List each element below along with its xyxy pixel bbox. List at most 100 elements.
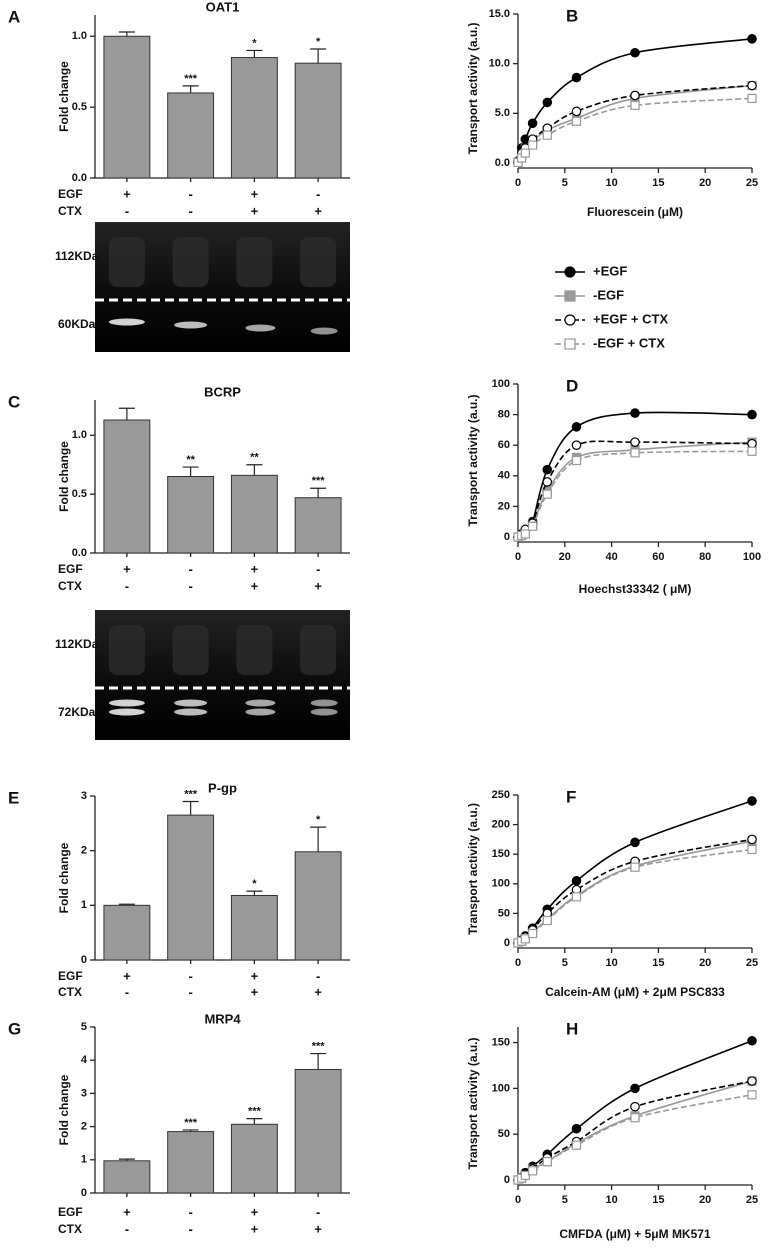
blot-band — [245, 324, 276, 332]
x-tick-label: 20 — [559, 551, 571, 563]
data-point — [747, 1090, 757, 1100]
y-tick-label: 3 — [81, 790, 87, 802]
y-tick-label: 0 — [504, 1174, 510, 1186]
y-tick-label: 60 — [498, 439, 510, 451]
blot-label: 72KDa — [58, 705, 96, 719]
bar — [294, 62, 342, 179]
fit-line — [517, 840, 753, 944]
x-tick-label: 25 — [746, 957, 758, 969]
blot-band — [310, 327, 338, 335]
data-point — [630, 47, 640, 58]
y-tick-label: 100 — [492, 1082, 510, 1094]
y-tick-label: 0 — [81, 954, 87, 966]
blot-smear — [172, 237, 209, 287]
bar — [294, 851, 342, 961]
condition-label: CTX — [58, 204, 82, 218]
y-tick-label: 4 — [81, 1054, 88, 1066]
condition-sign: + — [251, 561, 259, 576]
data-point — [630, 837, 640, 848]
x-tick-label: 5 — [562, 1194, 568, 1206]
data-point — [571, 422, 582, 432]
panel-letter: F — [566, 787, 576, 806]
y-tick-label: 0.5 — [72, 101, 87, 113]
legend-label: -EGF + CTX — [593, 335, 665, 350]
data-point — [630, 1083, 640, 1094]
x-tick-label: 40 — [605, 551, 617, 563]
bar — [167, 476, 215, 554]
data-point — [520, 529, 530, 539]
condition-sign: + — [251, 1204, 259, 1219]
data-point — [747, 834, 757, 845]
significance: *** — [184, 73, 198, 85]
x-tick-label: 15 — [652, 177, 664, 189]
data-point — [630, 448, 640, 458]
x-tick-label: 0 — [515, 551, 521, 563]
y-tick-label: 250 — [492, 789, 510, 801]
data-point — [630, 862, 640, 872]
bar — [230, 1123, 278, 1194]
y-tick-label: 0.0 — [72, 172, 87, 184]
panel-letter: D — [566, 376, 578, 395]
data-point — [747, 796, 757, 806]
y-tick-label: 0 — [81, 1187, 87, 1199]
y-tick-label: 5 — [81, 1021, 87, 1033]
data-point — [542, 915, 552, 926]
y-axis-label: Fold change — [57, 1074, 71, 1145]
condition-sign: - — [188, 984, 192, 999]
significance: *** — [184, 788, 198, 800]
condition-sign: - — [188, 1221, 192, 1236]
data-point — [542, 477, 553, 487]
data-point — [528, 521, 538, 531]
condition-sign: - — [188, 1204, 192, 1219]
y-tick-label: 3 — [81, 1087, 87, 1099]
blot-band — [174, 699, 208, 707]
x-tick-label: 100 — [743, 551, 761, 563]
y-tick-label: 20 — [498, 500, 510, 512]
data-point — [571, 440, 582, 450]
data-point — [747, 1035, 757, 1046]
blot-band — [108, 699, 145, 707]
y-axis-label: Fold change — [57, 61, 71, 132]
condition-sign: + — [123, 1204, 131, 1219]
data-point — [571, 116, 582, 126]
y-tick-label: 1.0 — [72, 429, 87, 441]
y-tick-label: 50 — [498, 907, 510, 919]
y-tick-label: 40 — [498, 470, 510, 482]
significance: ** — [186, 454, 195, 466]
condition-sign: - — [316, 561, 320, 576]
data-point — [630, 408, 640, 418]
condition-sign: - — [188, 203, 192, 218]
blot-band — [108, 318, 145, 326]
x-axis-label: CMFDA (μM) + 5μM MK571 — [559, 1227, 711, 1241]
significance: *** — [184, 1117, 198, 1129]
x-tick-label: 20 — [699, 177, 711, 189]
y-tick-label: 1 — [81, 1154, 87, 1166]
condition-label: CTX — [58, 1222, 82, 1236]
condition-sign: + — [314, 984, 322, 999]
significance: ** — [250, 452, 259, 464]
blot-label: 60KDa — [58, 317, 96, 331]
data-point — [747, 80, 757, 91]
blot-smear — [172, 625, 209, 675]
bar — [230, 894, 278, 961]
condition-sign: + — [251, 1221, 259, 1236]
y-tick-label: 0.5 — [72, 488, 87, 500]
data-point — [571, 72, 582, 83]
blot-smear — [108, 625, 145, 675]
bar — [103, 419, 151, 554]
significance: * — [252, 878, 257, 890]
blot-label: 112KDa — [55, 249, 99, 263]
y-tick-label: 150 — [492, 1036, 510, 1048]
panel-letter: B — [566, 6, 578, 25]
condition-sign: + — [251, 578, 259, 593]
condition-sign: + — [314, 578, 322, 593]
chart-title: OAT1 — [206, 0, 240, 14]
data-point — [542, 464, 553, 475]
condition-sign: + — [314, 203, 322, 218]
data-point — [571, 892, 582, 902]
significance: *** — [248, 1106, 262, 1118]
x-tick-label: 60 — [652, 551, 664, 563]
condition-sign: - — [125, 578, 129, 593]
bar — [230, 474, 278, 554]
y-tick-label: 50 — [498, 1128, 510, 1140]
